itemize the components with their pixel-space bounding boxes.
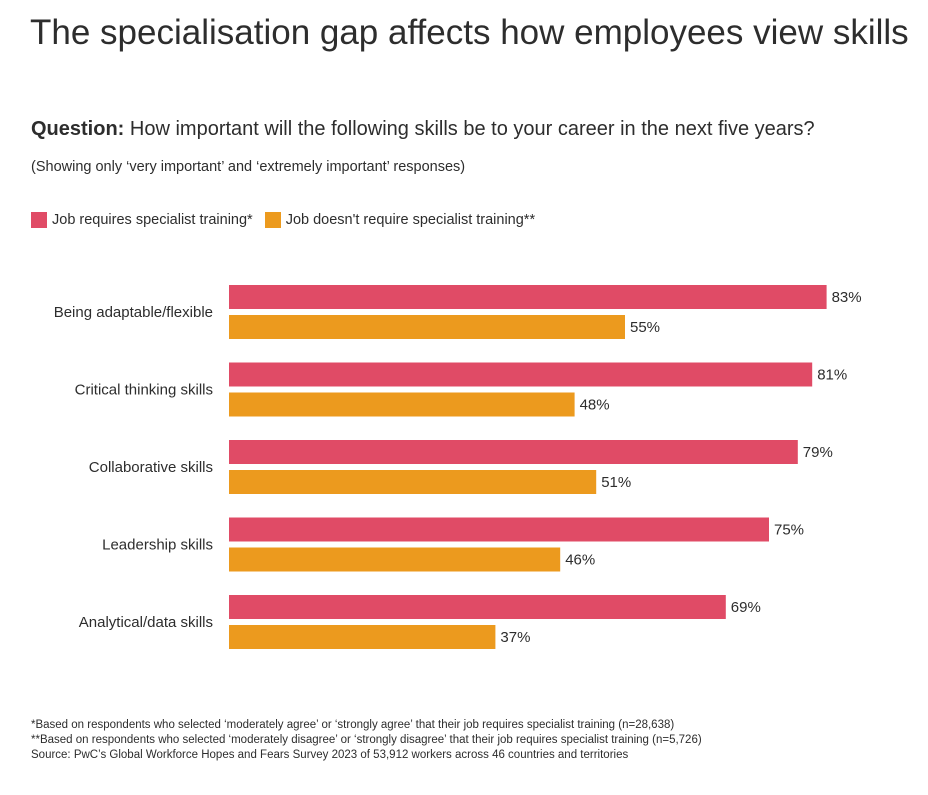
bar-critical-thinking-specialist xyxy=(229,362,813,387)
category-label-collaborative: Collaborative skills xyxy=(89,459,213,476)
bar-leadership-specialist xyxy=(229,517,769,542)
question-label: Question: xyxy=(31,118,125,140)
footnote-source: Source: PwC’s Global Workforce Hopes and… xyxy=(31,749,629,761)
value-label-analytical-non-specialist: 37% xyxy=(500,629,530,646)
bar-collaborative-non-specialist xyxy=(229,470,597,494)
footnote-non-specialist: **Based on respondents who selected ‘mod… xyxy=(31,734,702,746)
legend: Job requires specialist training* Job do… xyxy=(31,211,547,229)
category-label-adaptable: Being adaptable/flexible xyxy=(54,304,213,321)
legend-label-non-specialist: Job doesn't require specialist training*… xyxy=(285,212,536,228)
bar-adaptable-specialist xyxy=(229,285,827,309)
bar-analytical-specialist xyxy=(229,595,726,619)
value-label-critical-thinking-non-specialist: 48% xyxy=(580,397,610,414)
bar-leadership-non-specialist xyxy=(229,547,561,572)
legend-item-non-specialist: Job doesn't require specialist training*… xyxy=(264,211,536,229)
legend-swatch-non-specialist xyxy=(264,212,281,228)
bar-analytical-non-specialist xyxy=(229,625,496,649)
category-label-analytical: Analytical/data skills xyxy=(79,614,213,631)
response-note: (Showing only ‘very important’ and ‘extr… xyxy=(31,159,466,175)
value-label-collaborative-non-specialist: 51% xyxy=(601,474,631,491)
legend-label-specialist: Job requires specialist training* xyxy=(52,212,253,228)
value-label-analytical-specialist: 69% xyxy=(731,599,761,616)
footnotes: *Based on respondents who selected ‘mode… xyxy=(31,718,702,763)
bar-chart: Being adaptable/flexible 83% 55% Critical t… xyxy=(54,285,862,649)
category-label-leadership: Leadership skills xyxy=(102,537,213,554)
bar-collaborative-specialist xyxy=(229,440,798,464)
legend-item-specialist: Job requires specialist training* xyxy=(31,211,253,229)
footnote-specialist: *Based on respondents who selected ‘mode… xyxy=(31,719,675,731)
value-label-adaptable-non-specialist: 55% xyxy=(630,319,660,336)
value-label-adaptable-specialist: 83% xyxy=(832,289,862,306)
value-label-critical-thinking-specialist: 81% xyxy=(817,367,847,384)
value-label-leadership-specialist: 75% xyxy=(774,522,804,539)
legend-swatch-specialist xyxy=(31,212,47,228)
question-line: Question: How important will the followi… xyxy=(31,116,815,142)
value-label-leadership-non-specialist: 46% xyxy=(565,552,595,569)
bar-critical-thinking-non-specialist xyxy=(229,392,575,417)
value-label-collaborative-specialist: 79% xyxy=(803,444,833,461)
chart-title: The specialisation gap affects how emplo… xyxy=(30,13,909,52)
category-label-critical-thinking: Critical thinking skills xyxy=(75,382,213,399)
bar-adaptable-non-specialist xyxy=(229,315,625,339)
question-text: How important will the following skills … xyxy=(129,118,815,140)
